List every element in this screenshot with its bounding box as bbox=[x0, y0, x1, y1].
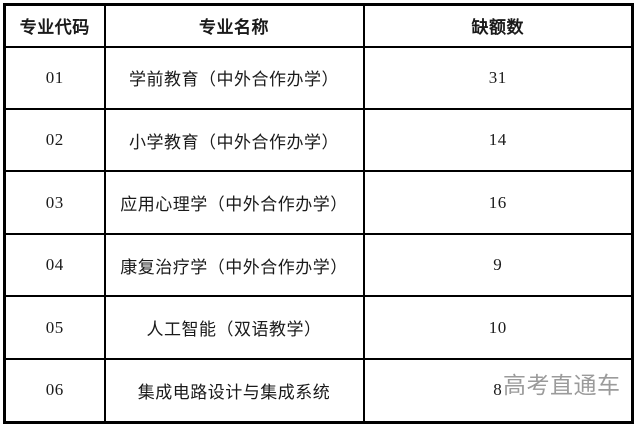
major-name-cell: 集成电路设计与集成系统 bbox=[103, 357, 365, 424]
table-row: 05 人工智能（双语教学） 10 bbox=[3, 295, 634, 360]
vacancy-cell: 9 bbox=[362, 232, 634, 298]
table-row: 03 应用心理学（中外合作办学） 16 bbox=[3, 170, 634, 235]
header-row: 专业代码 专业名称 缺额数 bbox=[3, 3, 634, 48]
major-code-cell: 02 bbox=[3, 107, 106, 173]
major-name-cell: 应用心理学（中外合作办学） bbox=[103, 170, 365, 235]
major-code-cell: 04 bbox=[3, 232, 106, 298]
major-name-cell: 康复治疗学（中外合作办学） bbox=[103, 232, 365, 298]
vacancy-cell: 8 bbox=[362, 357, 634, 424]
major-name-cell: 学前教育（中外合作办学） bbox=[103, 45, 365, 110]
table-row: 04 康复治疗学（中外合作办学） 9 bbox=[3, 232, 634, 298]
table-row: 01 学前教育（中外合作办学） 31 bbox=[3, 45, 634, 110]
header-major-code: 专业代码 bbox=[3, 3, 106, 48]
table-row: 06 集成电路设计与集成系统 8 bbox=[3, 357, 634, 424]
vacancy-cell: 16 bbox=[362, 170, 634, 235]
vacancy-cell: 10 bbox=[362, 295, 634, 360]
vacancy-cell: 14 bbox=[362, 107, 634, 173]
major-code-cell: 06 bbox=[3, 357, 106, 424]
major-code-cell: 05 bbox=[3, 295, 106, 360]
major-name-cell: 小学教育（中外合作办学） bbox=[103, 107, 365, 173]
major-code-cell: 01 bbox=[3, 45, 106, 110]
major-code-cell: 03 bbox=[3, 170, 106, 235]
header-vacancy-count: 缺额数 bbox=[362, 3, 634, 48]
table-row: 02 小学教育（中外合作办学） 14 bbox=[3, 107, 634, 173]
vacancy-cell: 31 bbox=[362, 45, 634, 110]
major-name-cell: 人工智能（双语教学） bbox=[103, 295, 365, 360]
header-major-name: 专业名称 bbox=[103, 3, 365, 48]
major-vacancy-table: 专业代码 专业名称 缺额数 01 学前教育（中外合作办学） 31 02 小学教育… bbox=[3, 3, 634, 424]
